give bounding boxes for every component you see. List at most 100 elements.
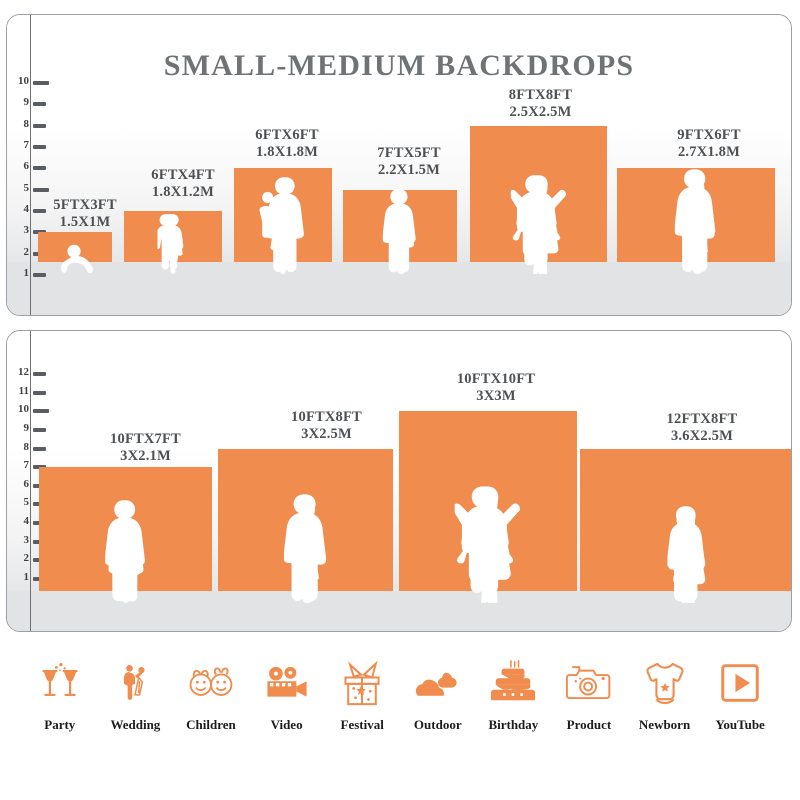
- bar-silhouettes: [124, 211, 222, 274]
- usage-label: Outdoor: [413, 717, 462, 732]
- usage-item-product[interactable]: Product: [551, 655, 627, 733]
- usage-scenarios-strip: Party Wedding Children Video Festival Outdoor…: [0, 655, 800, 765]
- person-silhouette: [523, 181, 558, 274]
- movie-camera-icon: [264, 655, 310, 711]
- y-tick-label: 11: [18, 384, 29, 397]
- usage-item-wedding[interactable]: Wedding: [98, 655, 174, 733]
- bar-label-line1: 10FTX8FT: [291, 409, 362, 425]
- bar-label-line2: 1.5X1M: [59, 214, 111, 230]
- bar-silhouettes: [218, 449, 393, 603]
- person-silhouette: [110, 530, 141, 603]
- bar-silhouettes: [399, 411, 577, 603]
- two-kids-faces-icon: [188, 655, 234, 711]
- bar-7ftx5ft: [343, 189, 457, 274]
- y-tick-label: 8: [23, 440, 30, 453]
- y-tick-label: 12: [18, 366, 29, 378]
- baby-onesie-icon: [644, 655, 686, 711]
- usage-item-party[interactable]: Party: [22, 655, 98, 733]
- bar-label-line2: 2.7X1.8M: [677, 144, 740, 160]
- usage-item-video[interactable]: Video: [249, 655, 325, 733]
- y-tick-label: 2: [23, 552, 30, 565]
- y-tick: [33, 102, 46, 107]
- champagne-toast-icon: [38, 655, 82, 711]
- y-tick-label: 1: [23, 571, 30, 583]
- y-tick: [33, 187, 49, 192]
- y-tick-label: 1: [23, 267, 30, 279]
- bar-label-line1: 5FTX3FT: [53, 197, 117, 213]
- y-tick-label: 10: [18, 75, 29, 87]
- y-tick: [33, 427, 46, 432]
- y-tick-label: 3: [23, 533, 30, 546]
- bar-label-line2: 3.6X2.5M: [670, 428, 733, 444]
- y-tick-label: 8: [23, 117, 30, 130]
- usage-item-youtube[interactable]: YouTube: [702, 655, 778, 733]
- bar-6ftx4ft: [124, 211, 222, 274]
- bar-label-line2: 1.8X1.2M: [151, 184, 214, 200]
- y-tick-label: 7: [23, 139, 30, 151]
- bar-silhouettes: [470, 126, 607, 274]
- bar-10ftx7ft: [39, 467, 212, 603]
- person-silhouette: [270, 213, 296, 274]
- y-tick-label: 6: [23, 160, 30, 173]
- bar-silhouettes: [343, 189, 457, 274]
- usage-item-outdoor[interactable]: Outdoor: [400, 655, 476, 733]
- y-tick: [33, 273, 46, 277]
- bar-label-line2: 2.5X2.5M: [509, 104, 572, 120]
- bar-label-line2: 3X2.1M: [120, 448, 171, 464]
- bar-label-10ftx8ft: 10FTX8FT 3X2.5M: [229, 409, 424, 443]
- usage-label: Party: [44, 717, 76, 732]
- y-tick: [33, 390, 46, 395]
- y-tick-label: 4: [23, 515, 30, 528]
- bar-label-12ftx8ft: 12FTX8FT 3.6X2.5M: [585, 411, 791, 445]
- bar-label-line1: 6FTX6FT: [255, 127, 319, 143]
- y-tick-label: 5: [23, 181, 30, 194]
- gift-box-icon: [340, 655, 384, 711]
- bride-groom-icon: [113, 655, 157, 711]
- usage-label: Wedding: [110, 717, 161, 732]
- y-tick-label: 5: [23, 496, 30, 509]
- y-tick-label: 7: [23, 459, 30, 472]
- y-tick-label: 3: [23, 224, 30, 237]
- bar-silhouettes: [580, 449, 791, 603]
- bar-label-line1: 7FTX5FT: [377, 145, 441, 161]
- page-title: SMALL-MEDIUM BACKDROPS: [163, 49, 635, 82]
- usage-item-children[interactable]: Children: [173, 655, 249, 733]
- usage-label: Festival: [340, 717, 384, 732]
- y-tick-label: 9: [23, 421, 30, 434]
- bar-label-line1: 12FTX8FT: [666, 411, 738, 427]
- usage-label: Children: [186, 717, 236, 732]
- usage-item-birthday[interactable]: Birthday: [476, 655, 552, 733]
- usage-item-festival[interactable]: Festival: [324, 655, 400, 733]
- y-tick: [33, 81, 49, 85]
- bar-label-8ftx8ft: 8FTX8FT 2.5X2.5M: [457, 87, 624, 121]
- person-silhouette: [470, 494, 511, 603]
- person-silhouette: [674, 169, 716, 272]
- y-tick: [33, 145, 46, 149]
- y-tick: [33, 372, 46, 376]
- person-silhouette: [382, 189, 416, 273]
- chart-panel-large: 1 2 3 4 5 6 7 8 9 10 11 12 10FTX7FT 3X2.1M 10FTX8FT 3X…: [6, 330, 792, 632]
- cloud-icon: [415, 655, 461, 711]
- bar-label-9ftx6ft: 9FTX6FT 2.7X1.8M: [615, 127, 791, 161]
- bar-10ftx8ft: [218, 448, 393, 603]
- usage-item-newborn[interactable]: Newborn: [627, 655, 703, 733]
- person-silhouette: [283, 494, 326, 601]
- bar-label-5ftx3ft: 5FTX3FT 1.5X1M: [33, 197, 137, 231]
- person-silhouette: [163, 226, 183, 274]
- bar-label-6ftx4ft: 6FTX4FT 1.8X1.2M: [119, 167, 247, 201]
- bar-10ftx10ft: [399, 411, 577, 603]
- chart-panel-small-medium: SMALL-MEDIUM BACKDROPS 1 2 3 4 5 6 7 8 9 10 5FTX3…: [6, 14, 792, 316]
- bar-label-10ftx10ft: 10FTX10FT 3X3M: [397, 371, 595, 405]
- y-axis-line: [30, 15, 31, 315]
- usage-label: Birthday: [488, 717, 539, 732]
- y-tick: [33, 409, 49, 414]
- bar-label-line1: 8FTX8FT: [508, 87, 573, 103]
- y-tick: [33, 446, 46, 451]
- y-tick: [33, 209, 46, 213]
- bar-silhouettes: [617, 168, 775, 274]
- usage-label: Video: [270, 717, 303, 732]
- bar-12ftx8ft: [580, 448, 791, 603]
- camera-icon: [565, 655, 612, 711]
- bar-label-line1: 6FTX4FT: [151, 167, 215, 183]
